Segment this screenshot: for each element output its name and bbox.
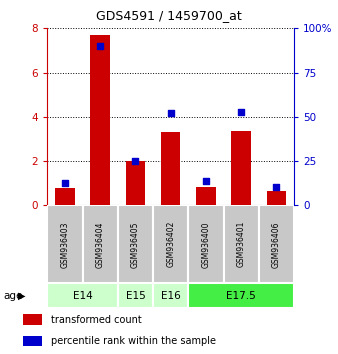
- Text: GSM936402: GSM936402: [166, 221, 175, 268]
- Bar: [161, 132, 180, 205]
- Point: [274, 184, 279, 190]
- Bar: [188, 283, 294, 308]
- Bar: [55, 188, 75, 205]
- Point: [239, 109, 244, 114]
- Point: [168, 110, 173, 116]
- Text: GSM936400: GSM936400: [201, 221, 211, 268]
- Point: [133, 158, 138, 164]
- Bar: [23, 336, 42, 346]
- Bar: [82, 205, 118, 283]
- Text: E15: E15: [125, 291, 145, 301]
- Text: GSM936404: GSM936404: [96, 221, 105, 268]
- Text: E16: E16: [161, 291, 180, 301]
- Bar: [126, 161, 145, 205]
- Bar: [118, 205, 153, 283]
- Bar: [223, 205, 259, 283]
- Bar: [259, 205, 294, 283]
- Point: [203, 178, 209, 184]
- Bar: [153, 205, 188, 283]
- Bar: [267, 191, 286, 205]
- Text: E17.5: E17.5: [226, 291, 256, 301]
- Bar: [118, 283, 153, 308]
- Bar: [153, 283, 188, 308]
- Point: [62, 180, 68, 186]
- Text: percentile rank within the sample: percentile rank within the sample: [51, 336, 216, 346]
- Text: GSM936406: GSM936406: [272, 221, 281, 268]
- Text: transformed count: transformed count: [51, 315, 142, 325]
- Text: GDS4591 / 1459700_at: GDS4591 / 1459700_at: [96, 10, 242, 22]
- Text: E14: E14: [73, 291, 93, 301]
- Bar: [232, 131, 251, 205]
- Text: GSM936405: GSM936405: [131, 221, 140, 268]
- Bar: [23, 314, 42, 325]
- Bar: [196, 187, 216, 205]
- Text: GSM936401: GSM936401: [237, 221, 246, 268]
- Bar: [47, 205, 82, 283]
- Text: age: age: [3, 291, 23, 301]
- Bar: [91, 35, 110, 205]
- Text: ▶: ▶: [18, 291, 26, 301]
- Text: GSM936403: GSM936403: [61, 221, 69, 268]
- Point: [97, 43, 103, 49]
- Bar: [188, 205, 223, 283]
- Bar: [47, 283, 118, 308]
